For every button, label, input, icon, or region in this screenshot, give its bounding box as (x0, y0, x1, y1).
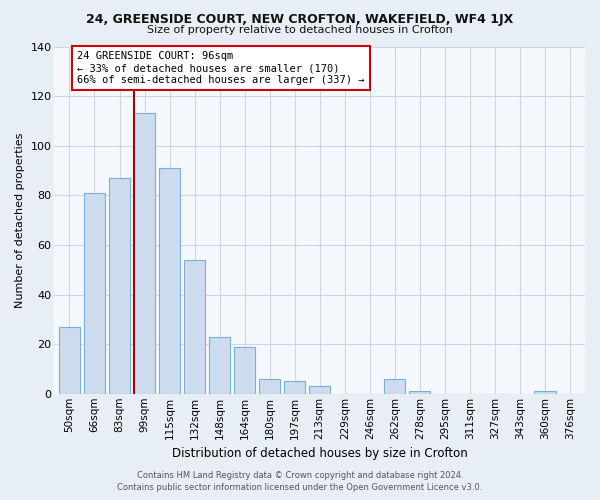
Text: Contains HM Land Registry data © Crown copyright and database right 2024.
Contai: Contains HM Land Registry data © Crown c… (118, 471, 482, 492)
Bar (209, 336, 230, 394)
Bar (409, 392, 430, 394)
Bar (109, 178, 130, 394)
Bar (159, 168, 180, 394)
Bar (184, 260, 205, 394)
Text: 24 GREENSIDE COURT: 96sqm
← 33% of detached houses are smaller (170)
66% of semi: 24 GREENSIDE COURT: 96sqm ← 33% of detac… (77, 52, 364, 84)
Bar (134, 114, 155, 394)
X-axis label: Distribution of detached houses by size in Crofton: Distribution of detached houses by size … (172, 447, 467, 460)
Text: 24, GREENSIDE COURT, NEW CROFTON, WAKEFIELD, WF4 1JX: 24, GREENSIDE COURT, NEW CROFTON, WAKEFI… (86, 12, 514, 26)
Bar (259, 379, 280, 394)
Bar (384, 379, 406, 394)
Y-axis label: Number of detached properties: Number of detached properties (15, 132, 25, 308)
Bar (59, 327, 80, 394)
Bar (535, 392, 556, 394)
Bar (284, 382, 305, 394)
Bar (84, 193, 105, 394)
Bar (309, 386, 331, 394)
Text: Size of property relative to detached houses in Crofton: Size of property relative to detached ho… (147, 25, 453, 35)
Bar (234, 346, 255, 394)
